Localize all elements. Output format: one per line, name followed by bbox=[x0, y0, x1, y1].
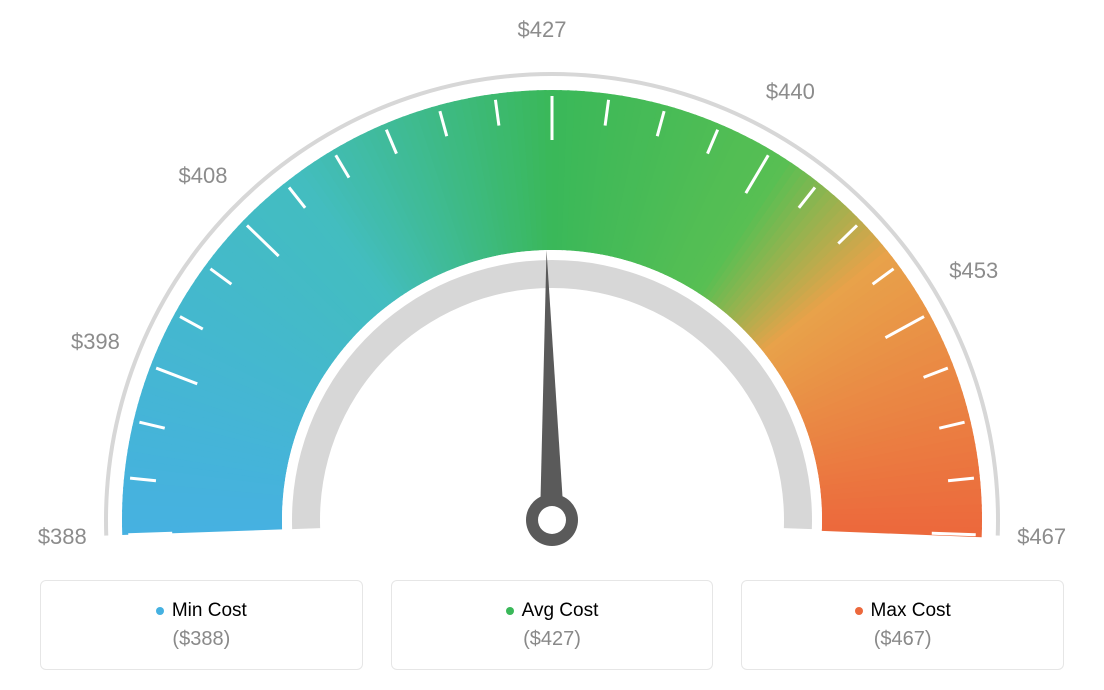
legend-label-min: Min Cost bbox=[172, 600, 247, 622]
legend-label-avg: Avg Cost bbox=[522, 600, 599, 622]
legend-value-min: ($388) bbox=[172, 628, 230, 651]
gauge-tick-label: $440 bbox=[766, 79, 815, 105]
gauge-tick-label: $408 bbox=[179, 163, 228, 189]
legend-card-max: Max Cost ($467) bbox=[741, 580, 1064, 670]
legend-dot-max bbox=[855, 607, 863, 615]
legend-title-avg: Avg Cost bbox=[506, 600, 599, 622]
gauge-tick-label: $427 bbox=[518, 17, 567, 43]
legend-row: Min Cost ($388) Avg Cost ($427) Max Cost… bbox=[40, 580, 1064, 670]
legend-title-min: Min Cost bbox=[156, 600, 247, 622]
legend-dot-avg bbox=[506, 607, 514, 615]
legend-card-avg: Avg Cost ($427) bbox=[391, 580, 714, 670]
legend-value-avg: ($427) bbox=[523, 628, 581, 651]
gauge-tick-label: $467 bbox=[1017, 524, 1066, 550]
legend-value-max: ($467) bbox=[874, 628, 932, 651]
gauge-tick-label: $398 bbox=[71, 329, 120, 355]
legend-dot-min bbox=[156, 607, 164, 615]
legend-label-max: Max Cost bbox=[871, 600, 951, 622]
gauge-tick-label: $388 bbox=[38, 524, 87, 550]
gauge-tick-label: $453 bbox=[949, 258, 998, 284]
legend-card-min: Min Cost ($388) bbox=[40, 580, 363, 670]
gauge-chart: $388 $398 $408 $427 $440 $453 $467 bbox=[0, 0, 1104, 560]
gauge-svg bbox=[0, 0, 1104, 560]
legend-title-max: Max Cost bbox=[855, 600, 951, 622]
